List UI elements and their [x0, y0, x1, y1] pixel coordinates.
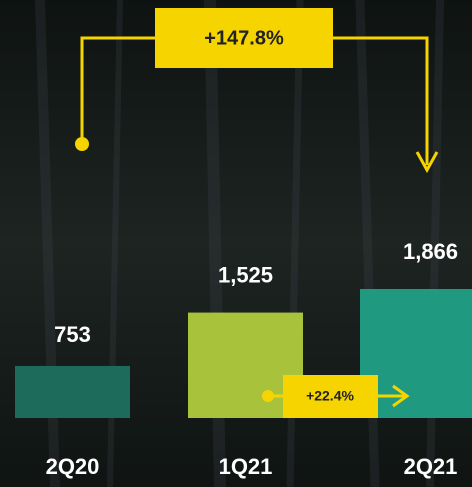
annotation: +22.4% — [306, 388, 354, 404]
bar — [15, 366, 130, 418]
category-label: 1Q21 — [219, 454, 273, 479]
annotation: +147.8% — [204, 27, 284, 49]
chart: 753 2Q20 1,525 1Q21 1,866 2Q21 +147.8% +22.4% — [0, 0, 472, 487]
value-label: 1,525 — [218, 262, 273, 287]
value-label: 1,866 — [403, 239, 458, 264]
value-label: 753 — [54, 322, 91, 347]
category-label: 2Q21 — [404, 454, 458, 479]
category-label: 2Q20 — [46, 454, 100, 479]
page: {"chart_data": {"type": "bar", "categori… — [0, 0, 472, 487]
